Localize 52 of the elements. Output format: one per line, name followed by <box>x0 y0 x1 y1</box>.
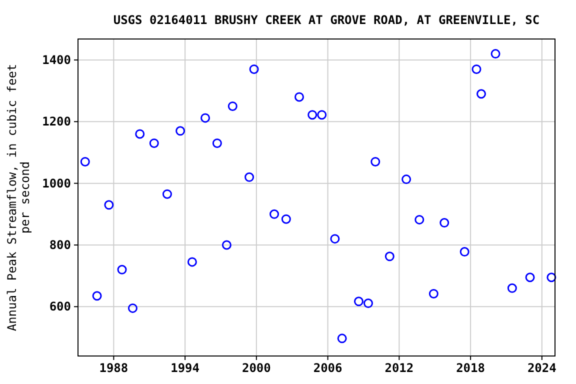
point <box>476 89 486 99</box>
point <box>525 272 535 282</box>
point <box>149 138 159 148</box>
point <box>440 218 450 228</box>
y-tick-label: 600 <box>49 300 71 314</box>
point <box>135 129 145 139</box>
point <box>212 138 222 148</box>
point <box>472 64 482 74</box>
point <box>370 156 380 166</box>
point <box>546 272 556 282</box>
point <box>414 214 424 224</box>
point <box>507 283 517 293</box>
point <box>428 288 438 298</box>
point <box>228 101 238 111</box>
y-tick-label: 1400 <box>42 52 71 67</box>
point <box>337 334 347 344</box>
point <box>317 110 327 120</box>
point <box>162 189 172 199</box>
point <box>80 156 90 166</box>
point <box>270 209 280 219</box>
x-tick-label: 2018 <box>456 361 485 375</box>
x-tick-label: 1988 <box>99 361 128 375</box>
point <box>402 174 412 184</box>
point <box>187 257 197 267</box>
x-tick-label: 2024 <box>527 361 556 375</box>
point <box>308 110 318 120</box>
point <box>244 172 254 182</box>
point <box>176 126 186 136</box>
point <box>384 252 394 262</box>
x-tick-label: 1994 <box>170 361 200 375</box>
y-axis-title: Annual Peak Streamflow, in cubic feet per second <box>5 64 32 332</box>
point <box>222 240 232 250</box>
y-tick-label: 1200 <box>42 114 71 129</box>
point <box>92 291 102 301</box>
point <box>128 303 138 313</box>
x-tick-label: 2000 <box>242 361 271 375</box>
point <box>294 92 304 102</box>
point <box>330 234 340 244</box>
x-tick-label: 2012 <box>384 361 414 375</box>
point <box>490 49 500 59</box>
y-tick-label: 1000 <box>42 176 71 190</box>
point <box>460 247 470 257</box>
point <box>200 113 210 123</box>
y-tick-label: 800 <box>49 238 71 252</box>
point <box>363 298 373 308</box>
point <box>354 296 364 306</box>
point <box>117 264 127 274</box>
point <box>249 64 259 74</box>
chart-title: USGS 02164011 BRUSHY CREEK AT GROVE ROAD, AT GREENVILLE, SC <box>113 13 540 27</box>
point <box>281 214 291 224</box>
x-tick-label: 2006 <box>313 361 342 375</box>
point <box>104 200 114 210</box>
